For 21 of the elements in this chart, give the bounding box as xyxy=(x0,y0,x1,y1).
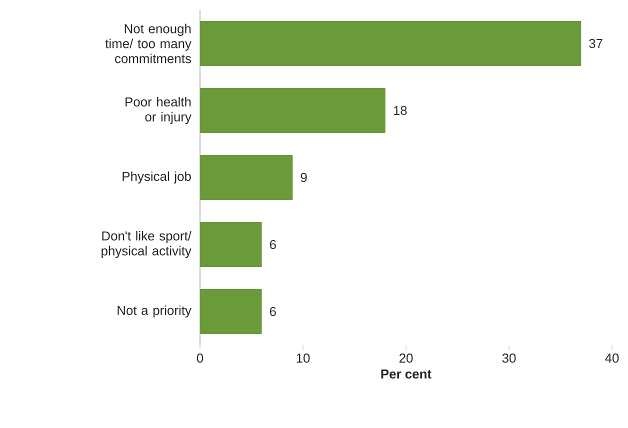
x-tick-label: 10 xyxy=(296,354,310,363)
x-tick-label: 30 xyxy=(502,354,516,363)
data-label: 37 xyxy=(589,38,602,48)
y-tick-label: Poor health or injury xyxy=(126,96,192,124)
y-tick-label: Don't like sport/ physical activity xyxy=(102,230,192,258)
bar xyxy=(200,289,262,334)
data-label: 6 xyxy=(270,306,276,316)
bar xyxy=(200,88,386,134)
x-tick-label: 40 xyxy=(605,354,619,363)
bar xyxy=(200,21,582,66)
bar xyxy=(200,155,293,200)
y-tick-label: Physical job xyxy=(122,171,191,184)
x-tick-label: 0 xyxy=(196,354,204,363)
data-label: 9 xyxy=(300,172,307,182)
x-tick-label: 20 xyxy=(399,354,413,363)
data-label: 6 xyxy=(270,240,276,250)
bar xyxy=(200,222,262,268)
y-tick-label: Not a priority xyxy=(118,305,192,318)
y-tick-label: Not enough time/ too many commitments xyxy=(105,24,192,64)
x-axis-title: Per cent xyxy=(381,370,432,379)
data-label: 18 xyxy=(394,106,407,116)
